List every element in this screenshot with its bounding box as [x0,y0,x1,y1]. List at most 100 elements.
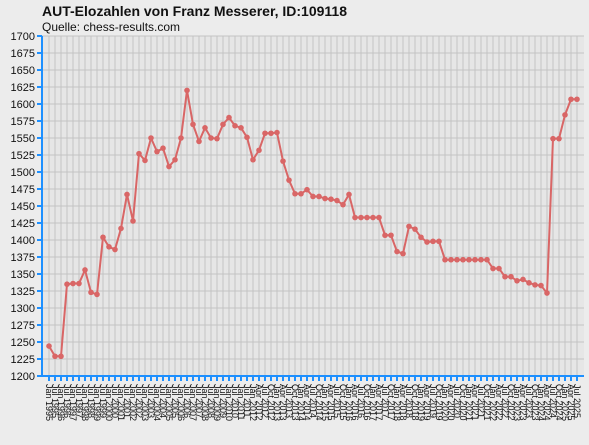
data-point [520,276,526,283]
x-tick-label: Jul 1997 [74,384,84,418]
x-tick-label: Jul 2006 [182,384,192,418]
data-point [262,130,268,137]
data-point [328,196,334,202]
data-point [76,280,82,287]
y-tick-label: 1200 [11,371,35,383]
x-tick-label: Jan 2006 [176,384,186,421]
data-point [166,163,172,170]
data-point [418,234,424,241]
x-tick-label: Apr 2014 [302,384,312,421]
x-tick-label: Apr 2018 [398,384,408,421]
x-tick-label: Oct 2016 [362,384,372,421]
x-tick-label: Jul 2004 [158,384,168,418]
x-tick-label: Jan 2013 [272,384,282,421]
x-tick-label: Jan 2008 [200,384,210,421]
y-tick-label: 1475 [11,184,35,196]
x-tick-label: Jan 2019 [416,384,426,421]
data-point [490,265,496,272]
data-point [142,157,148,164]
data-point [226,114,232,121]
x-tick-label: Jan 2004 [152,384,162,421]
data-point [382,232,388,239]
x-tick-label: Jan 2003 [140,384,150,421]
data-point [400,250,406,257]
y-tick-label: 1425 [11,218,35,230]
x-tick-label: Jan 2017 [368,384,378,421]
x-tick-label: Jan 2024 [536,384,546,421]
data-point [52,353,58,360]
data-point [268,130,274,137]
data-point [442,256,448,263]
data-point [172,156,178,163]
x-tick-label: Oct 2023 [530,384,540,421]
data-point [316,193,322,200]
x-tick-label: Oct 2014 [314,384,324,421]
data-point [538,282,544,289]
data-point [502,273,508,280]
data-point [58,353,64,360]
data-point [544,290,550,296]
x-tick-label: Oct 2022 [506,384,516,421]
x-tick-label: Apr 2024 [542,384,552,421]
data-point [454,256,460,263]
x-tick-label: Apr 2023 [518,384,528,421]
data-point [178,135,184,141]
data-point [430,238,436,245]
data-point [88,289,94,296]
x-tick-label: Jul 2013 [284,384,294,418]
x-tick-label: Jul 1996 [62,384,72,418]
x-tick-label: Apr 2021 [470,384,480,421]
x-tick-label: Jan 2001 [116,384,126,421]
x-tick-label: Jan 2014 [296,384,306,421]
data-point [358,214,364,221]
data-point [424,239,430,245]
data-point [100,234,106,241]
data-point [310,193,316,200]
y-tick-label: 1600 [11,99,35,111]
data-point [436,238,442,245]
data-point [94,291,100,298]
x-tick-label: Jul 2020 [452,384,462,418]
y-tick-label: 1250 [11,337,35,349]
data-point [352,214,358,221]
y-tick-label: 1675 [11,48,35,60]
x-tick-label: Jul 1995 [50,384,60,418]
x-tick-label: Jan 2015 [320,384,330,421]
x-tick-label: Apr 2013 [278,384,288,421]
x-tick-label: Jul 2016 [356,384,366,418]
data-point [406,223,412,230]
data-point [82,267,88,273]
data-point [550,135,556,142]
data-point [208,135,214,141]
x-tick-label: Jan 2018 [392,384,402,421]
x-tick-label: Jul 2012 [260,384,270,418]
data-point [532,282,538,288]
data-point [574,96,580,103]
data-point [46,343,52,349]
data-point [124,191,130,198]
data-point [526,280,532,286]
x-tick-label: Jul 2014 [308,384,318,418]
x-tick-label: Jul 2024 [548,384,558,418]
data-point [190,121,196,128]
x-tick-label: Jul 2002 [134,384,144,418]
data-point [334,197,340,204]
x-tick-label: Apr 2012 [254,384,264,421]
x-tick-label: Oct 2013 [290,384,300,421]
x-tick-label: Jan 2025 [560,384,570,421]
data-point [112,246,118,253]
data-point [280,158,286,164]
data-point [394,248,400,255]
x-tick-label: Jul 2022 [500,384,510,418]
data-point [412,226,418,232]
data-point [478,256,484,263]
x-tick-label: Jan 2012 [248,384,258,421]
x-tick-label: Jul 2018 [404,384,414,418]
x-tick-label: Oct 2018 [410,384,420,421]
x-tick-label: Jul 2017 [380,384,390,418]
y-tick-label: 1450 [11,201,35,213]
y-tick-label: 1400 [11,235,35,247]
x-tick-label: Oct 2021 [482,384,492,421]
x-tick-label: Jul 2001 [122,384,132,418]
x-tick-label: Oct 2017 [386,384,396,421]
